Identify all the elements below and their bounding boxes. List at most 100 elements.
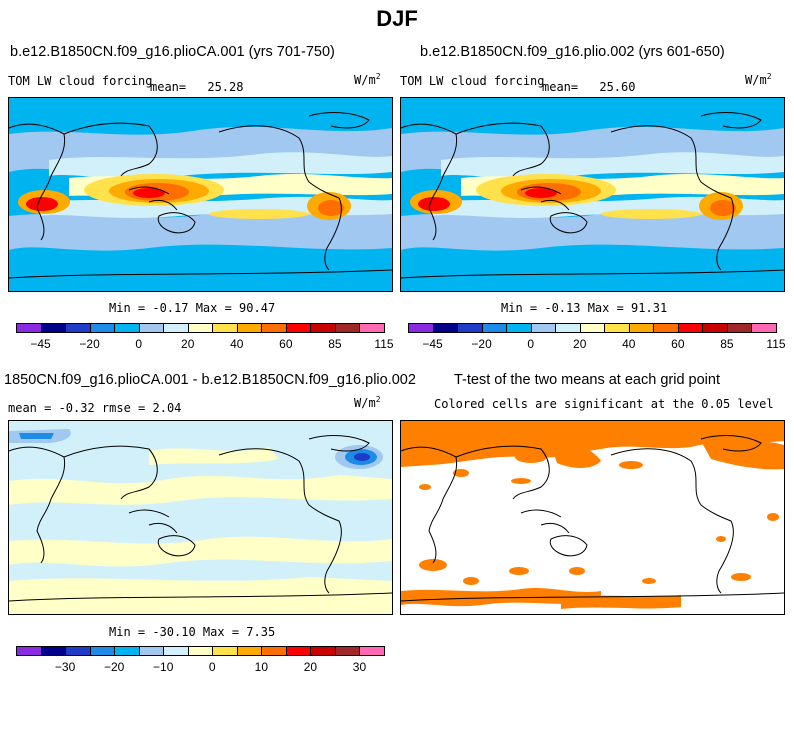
top-right-map-svg [401,98,784,291]
bottom-left-min-max: Min = -30.10 Max = 7.35 [109,625,276,639]
colorbar-cell [285,646,312,656]
top-left-map-svg [9,98,392,291]
coast-antarctica [401,269,784,279]
sig-patch-1 [515,451,547,463]
coastlines [9,112,392,279]
colorbar-cell [359,323,385,333]
colorbar-cell [187,323,214,333]
top-right-mean: mean= 25.60 [542,80,635,94]
sig-patch-5 [619,461,643,469]
colorbar-cell [530,323,557,333]
coast-maritime-continent [520,509,570,534]
colorbar-tick-label: 40 [230,337,244,351]
sig-patch-2 [453,469,469,477]
top-left-units: W/m2 [354,72,381,87]
top-left-case-title: b.e12.B1850CN.f09_g16.plioCA.001 (yrs 70… [10,44,335,60]
coast-greenland [700,435,762,452]
coast-australia [157,535,196,557]
colorbar-tick-label: 60 [279,337,293,351]
bottom-left-map [8,420,393,615]
top-right-colorbar: −45 −20 0 20 40 60 85 115 [408,323,786,353]
main-title: DJF [376,6,418,31]
coast-europe-africa [9,123,66,241]
bottom-right-case-title: T-test of the two means at each grid poi… [454,372,720,388]
colorbar-cell [212,323,238,333]
colorbar-cell [89,646,116,656]
colorbar-tick-label: −10 [153,660,174,674]
colorbar-tick-label: 0 [527,337,534,351]
coast-antarctica [401,592,784,602]
sig-southern-ocean-east [561,595,681,609]
top-left-map [8,97,393,292]
coast-asia [455,445,550,500]
colorbar-cell [187,646,214,656]
coast-maritime-continent [128,509,178,534]
top-left-variable-label: TOM LW cloud forcing [8,74,153,88]
colorbar-cell [432,323,459,333]
sig-patch-12 [642,578,656,584]
top-right-mean-value: 25.60 [599,80,636,94]
colorbar-cell [677,323,704,333]
coast-americas [610,448,734,594]
sig-patch-11 [569,567,585,575]
top-right-case-title: b.e12.B1850CN.f09_g16.plio.002 (yrs 601-… [420,44,725,60]
maritime-continent-red [133,188,165,198]
colorbar-cell [457,323,483,333]
colorbar-cell [138,646,165,656]
bottom-right-subtitle: Colored cells are significant at the 0.0… [434,397,774,411]
colorbar-tick-label: −45 [422,337,443,351]
colorbar-cell [408,323,434,333]
significant-cells [401,421,784,609]
coast-asia [63,122,158,177]
subtropical-band-south [9,208,392,251]
coast-antarctica [9,269,392,279]
colorbar-cell [334,323,361,333]
colorbar-cell [163,323,189,333]
negative-patch-arctic-strong [19,433,54,439]
sig-siberia [551,443,601,468]
colorbar-cell [628,323,655,333]
colorbar-cell [726,323,753,333]
positive-band-north [9,475,392,505]
colorbar-cell [702,323,728,333]
colorbar-tick-label: 115 [766,337,786,351]
top-left-colorbar: −45 −20 0 20 40 60 85 115 [16,323,394,353]
top-right-map [400,97,785,292]
bottom-left-map-svg [9,421,392,614]
sig-patch-8 [419,559,447,571]
colorbar-cell [506,323,532,333]
colorbar-cell [40,646,67,656]
colorbar-cell [65,646,91,656]
colorbar-cell [359,646,385,656]
bottom-left-case-title: 1850CN.f09_g16.plioCA.001 - b.e12.B1850C… [4,372,416,388]
top-right-units: W/m2 [745,72,772,87]
colorbar-tick-label: −20 [79,337,100,351]
colorbar-tick-label: −45 [30,337,51,351]
coast-australia [549,212,588,234]
spcz-yellow [209,209,309,219]
positive-band-south [9,536,392,567]
colorbar-cell [236,646,263,656]
colorbar-tick-label: 60 [671,337,685,351]
sig-patch-7 [716,536,726,542]
colorbar-tick-label: 40 [622,337,636,351]
coast-americas [610,125,734,271]
colorbar-cell [16,646,42,656]
sig-patch-13 [731,573,751,581]
colorbar-cell [138,323,165,333]
colorbar-tick-label: 0 [208,660,216,674]
bottom-left-stats: mean = -0.32 rmse = 2.04 [8,401,182,415]
colorbar-cell [261,323,287,333]
sig-southern-ocean-west [401,588,601,607]
colorbar-cell [65,323,91,333]
coast-maritime-continent [128,186,178,211]
coast-asia [63,445,158,500]
colorbar-tick-label: 30 [352,660,367,674]
coast-europe-africa [401,446,458,564]
colorbar-cell [16,323,42,333]
coast-europe-africa [9,446,66,564]
colorbar-cell [310,646,336,656]
coast-greenland [308,435,370,452]
bottom-left-colorbar: −30 −20 −10 0 10 20 30 [16,646,385,676]
coast-australia [157,212,196,234]
